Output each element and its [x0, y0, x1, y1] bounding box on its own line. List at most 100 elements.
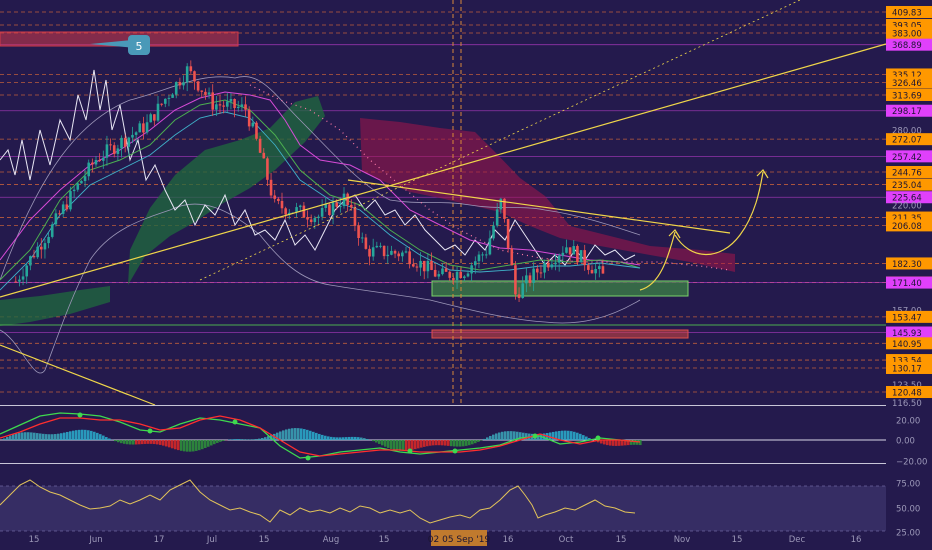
price-label-bg — [886, 165, 932, 178]
price-label: 225.64 — [892, 194, 922, 204]
candle-body — [561, 252, 565, 256]
histogram-bar — [588, 438, 591, 440]
histogram-bar — [48, 434, 51, 440]
histogram-bar — [459, 440, 462, 447]
candle-body — [572, 246, 576, 255]
candle-body — [484, 254, 488, 256]
histogram-bar — [66, 431, 69, 440]
candle-body — [422, 260, 426, 272]
candle-body — [371, 247, 375, 257]
time-axis-highlight — [431, 530, 487, 546]
price-label-bg — [886, 104, 932, 117]
histogram-bar — [237, 439, 240, 440]
histogram-bar — [345, 437, 348, 440]
price-label: 280.00 — [892, 127, 922, 137]
candle-body — [39, 246, 43, 250]
histogram-bar — [348, 436, 351, 440]
histogram-bar — [168, 440, 171, 448]
histogram-bar — [426, 440, 429, 447]
price-label: 257.42 — [892, 153, 922, 163]
candle-body — [18, 279, 21, 282]
price-label-bg — [886, 361, 932, 374]
histogram-bar — [285, 429, 288, 440]
candle-body — [284, 208, 287, 215]
candle-body — [437, 274, 441, 277]
histogram-bar — [186, 440, 189, 452]
histogram-bar — [252, 439, 255, 440]
histogram-bar — [525, 433, 528, 440]
candle-body — [171, 94, 174, 98]
histogram-bar — [411, 440, 414, 450]
histogram-bar — [96, 432, 99, 440]
candle-body — [174, 82, 178, 95]
candle-body — [80, 181, 83, 184]
projection-arrowhead-2 — [756, 169, 769, 179]
candle-body — [98, 160, 101, 162]
histogram-bar — [342, 437, 345, 440]
oscillator-tick-label: −20.00 — [896, 458, 927, 468]
candle-body — [408, 251, 411, 265]
candle-body — [393, 250, 397, 254]
histogram-bar — [129, 440, 132, 445]
histogram-bar — [363, 438, 366, 440]
histogram-bar — [474, 440, 477, 444]
candle-body — [576, 246, 579, 263]
candle-body — [433, 269, 437, 277]
candle-body — [211, 92, 215, 110]
histogram-bar — [555, 431, 558, 440]
candle-body — [360, 237, 364, 239]
count-badge[interactable] — [128, 35, 150, 55]
histogram-bar — [510, 431, 513, 440]
candle-body — [83, 176, 87, 182]
histogram-bar — [291, 428, 294, 440]
candle-body — [255, 122, 258, 139]
rsi-line — [0, 479, 636, 524]
histogram-bar — [108, 438, 111, 440]
histogram-bar — [582, 435, 585, 440]
histogram-bar — [117, 440, 120, 443]
candle-body — [349, 204, 353, 208]
price-label: 211.35 — [892, 214, 922, 224]
price-label: 130.17 — [892, 364, 922, 374]
projection-arrow-2 — [674, 171, 764, 256]
histogram-bar — [495, 433, 498, 440]
histogram-bar — [21, 432, 24, 440]
projection-arrow-1 — [639, 231, 676, 291]
candle-body — [539, 272, 543, 274]
histogram-bar — [24, 432, 27, 440]
candle-body — [43, 243, 47, 250]
price-label: 123.50 — [892, 381, 922, 391]
candle-body — [142, 123, 145, 133]
histogram-bar — [438, 440, 441, 446]
candle-body — [546, 262, 550, 268]
histogram-bar — [396, 440, 399, 451]
oscillator-pane[interactable] — [0, 412, 886, 461]
histogram-bar — [189, 440, 192, 452]
time-axis[interactable]: 15Jun17Jul15Aug15Sep16Oct15Nov15Dec16 02… — [29, 530, 862, 546]
histogram-bar — [498, 432, 501, 440]
histogram-bar — [309, 430, 312, 440]
histogram-bar — [567, 430, 570, 440]
histogram-bar — [609, 440, 612, 446]
price-label: 182.30 — [892, 260, 922, 270]
histogram-bar — [579, 433, 582, 440]
candle-body — [309, 219, 313, 223]
candle-body — [225, 101, 229, 107]
histogram-bar — [192, 440, 195, 452]
time-tick-label: Nov — [674, 535, 691, 545]
rsi-pane[interactable] — [0, 479, 886, 532]
histogram-bar — [522, 432, 525, 440]
main-pane[interactable]: 5 — [0, 0, 887, 406]
histogram-bar — [3, 438, 6, 440]
price-label-bg — [886, 310, 932, 323]
candle-body — [298, 205, 302, 208]
oscillator-tick-label: 20.00 — [896, 417, 920, 427]
histogram-bar — [123, 440, 126, 444]
candle-body — [185, 66, 189, 83]
histogram-bar — [135, 440, 138, 445]
candle-body — [167, 97, 171, 99]
candle-body — [193, 71, 196, 82]
